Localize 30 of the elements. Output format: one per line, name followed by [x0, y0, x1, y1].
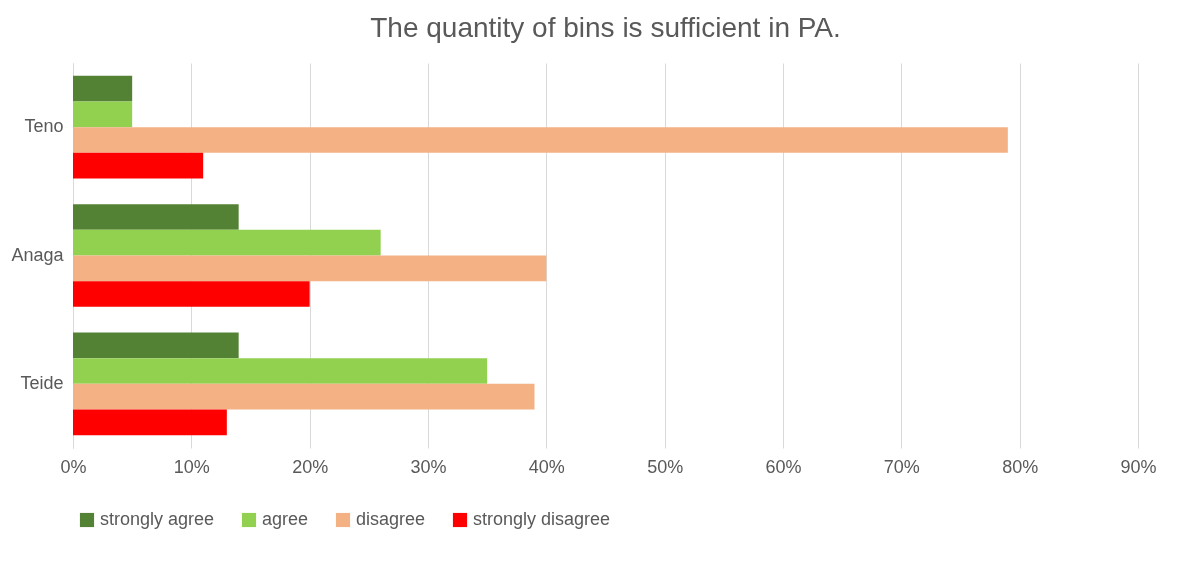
x-tick-label: 90% [1120, 456, 1157, 477]
bar [73, 383, 535, 410]
x-tick-label: 20% [292, 456, 329, 477]
x-tick-label: 10% [173, 456, 210, 477]
x-tick-label: 40% [528, 456, 565, 477]
legend-label: disagree [356, 509, 426, 529]
bar [73, 127, 1008, 153]
y-tick-label: Anaga [11, 244, 65, 265]
bar [73, 255, 547, 282]
x-tick-label: 0% [60, 456, 87, 477]
bar [73, 409, 227, 436]
bar [73, 281, 310, 307]
chart-title: The quantity of bins is sufficient in PA. [370, 12, 841, 43]
legend-label: agree [262, 509, 309, 529]
bar [73, 101, 133, 128]
x-tick-label: 30% [410, 456, 447, 477]
bar [73, 358, 488, 384]
legend-label: strongly agree [100, 509, 215, 529]
x-tick-label: 50% [647, 456, 684, 477]
bar [73, 204, 239, 230]
x-tick-label: 60% [765, 456, 802, 477]
y-tick-label: Teide [20, 372, 64, 393]
legend-label: strongly disagree [473, 509, 611, 529]
bar [73, 75, 133, 102]
x-tick-label: 80% [1002, 456, 1039, 477]
bar [73, 152, 204, 179]
bar [73, 332, 239, 359]
y-tick-label: Teno [24, 116, 64, 137]
x-tick-label: 70% [883, 456, 920, 477]
bar [73, 229, 381, 256]
